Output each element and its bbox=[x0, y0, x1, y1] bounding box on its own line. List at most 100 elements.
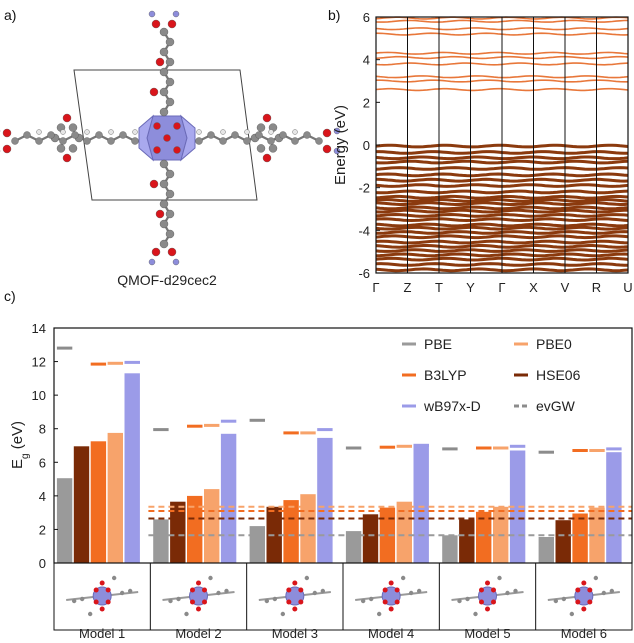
model-carbon-atom bbox=[553, 598, 559, 604]
model-oxygen-atom bbox=[575, 599, 581, 605]
carbon-atom bbox=[56, 144, 66, 153]
model-carbon-atom bbox=[505, 590, 510, 596]
legend-label: evGW bbox=[536, 398, 576, 414]
k-point-label: Γ bbox=[372, 280, 379, 295]
model-carbon-atom bbox=[601, 590, 607, 596]
model-oxygen-atom bbox=[105, 599, 111, 605]
model-carbon-atom bbox=[473, 611, 478, 617]
model-carbon-atom bbox=[304, 575, 310, 581]
bar bbox=[153, 519, 169, 563]
bar bbox=[300, 494, 316, 563]
oxygen-atom bbox=[262, 153, 272, 163]
model-carbon-atom bbox=[216, 590, 221, 596]
oxygen-atom bbox=[149, 87, 159, 97]
model-label: Model 3 bbox=[272, 626, 318, 641]
bar bbox=[249, 526, 265, 563]
band-y-tick-label: 6 bbox=[363, 10, 370, 25]
band-y-tick-label: -6 bbox=[358, 266, 370, 281]
bar-y-tick-label: 8 bbox=[39, 422, 46, 437]
oxygen-atom bbox=[149, 179, 159, 189]
carbon-atom bbox=[35, 137, 43, 145]
oxygen-atom bbox=[153, 122, 161, 130]
model-oxygen-atom bbox=[491, 599, 496, 605]
bar-y-axis-title: Eg (eV) bbox=[9, 421, 31, 469]
oxygen-atom bbox=[167, 247, 177, 257]
model-oxygen-atom bbox=[196, 580, 201, 586]
carbon-atom bbox=[159, 67, 169, 77]
model-label: Model 2 bbox=[175, 626, 221, 641]
model-oxygen-atom bbox=[587, 599, 593, 605]
legend-label: PBE bbox=[424, 336, 452, 352]
bar bbox=[56, 478, 73, 563]
oxygen-atom bbox=[2, 144, 12, 154]
carbon-atom bbox=[159, 179, 169, 189]
model-carbon-atom bbox=[320, 588, 326, 594]
bar bbox=[459, 519, 475, 563]
metal-cluster-shape bbox=[138, 114, 154, 162]
oxygen-atom bbox=[151, 247, 161, 257]
carbon-atom bbox=[291, 137, 299, 145]
oxygen-atom bbox=[163, 134, 171, 142]
model-oxygen-atom bbox=[196, 606, 201, 612]
k-point-label: Z bbox=[404, 280, 412, 295]
bar bbox=[107, 432, 123, 563]
model-structures bbox=[66, 563, 620, 630]
structure-caption: QMOF-d29cec2 bbox=[117, 272, 217, 288]
model-carbon-atom bbox=[593, 575, 599, 581]
model-oxygen-atom bbox=[388, 606, 394, 612]
model-oxygen-atom bbox=[298, 587, 304, 593]
model-carbon-atom bbox=[513, 588, 518, 594]
model-oxygen-atom bbox=[581, 580, 587, 586]
bar bbox=[170, 501, 186, 563]
model-carbon-atom bbox=[465, 596, 470, 602]
bar bbox=[283, 500, 299, 563]
model-oxygen-atom bbox=[581, 606, 587, 612]
bar-y-tick-label: 6 bbox=[39, 455, 46, 470]
model-carbon-atom bbox=[561, 596, 567, 602]
carbon-atom bbox=[268, 144, 278, 153]
k-point-label: Y bbox=[466, 280, 475, 295]
model-carbon-atom bbox=[360, 598, 366, 604]
carbon-atom bbox=[68, 144, 78, 153]
model-oxygen-atom bbox=[491, 587, 496, 593]
bar bbox=[538, 537, 554, 563]
model-oxygen-atom bbox=[292, 606, 298, 612]
model-carbon-atom bbox=[176, 596, 181, 602]
carbon-atom bbox=[165, 77, 175, 87]
panel-b-label: b) bbox=[328, 7, 340, 23]
oxygen-atom bbox=[151, 19, 161, 29]
model-oxygen-atom bbox=[485, 606, 490, 612]
carbon-atom bbox=[159, 47, 169, 57]
carbon-atom bbox=[159, 159, 169, 169]
carbon-atom bbox=[207, 131, 215, 139]
oxygen-atom bbox=[62, 113, 72, 123]
model-oxygen-atom bbox=[93, 587, 99, 593]
carbon-atom bbox=[71, 131, 79, 139]
model-carbon-atom bbox=[272, 596, 278, 602]
k-point-label: R bbox=[592, 280, 601, 295]
bar bbox=[442, 535, 458, 563]
carbon-atom bbox=[219, 137, 227, 145]
legend-label: wB97x-D bbox=[423, 398, 481, 414]
carbon-atom bbox=[47, 131, 55, 139]
carbon-atom bbox=[231, 131, 239, 139]
hydrogen-atom bbox=[84, 129, 90, 135]
model-oxygen-atom bbox=[202, 599, 207, 605]
model-carbon-atom bbox=[184, 611, 189, 617]
carbon-atom bbox=[159, 239, 169, 249]
reference-lines bbox=[148, 505, 632, 537]
bar bbox=[73, 446, 90, 563]
carbon-atom bbox=[159, 107, 169, 117]
band-y-tick-label: -4 bbox=[358, 223, 370, 238]
top-markers bbox=[56, 346, 622, 454]
band-y-tick-label: 4 bbox=[363, 53, 370, 68]
oxygen-atom bbox=[155, 209, 165, 219]
model-oxygen-atom bbox=[286, 587, 292, 593]
model-carbon-atom bbox=[168, 598, 173, 604]
model-label: Model 4 bbox=[368, 626, 414, 641]
metal-atom bbox=[333, 127, 341, 135]
model-oxygen-atom bbox=[190, 599, 195, 605]
model-oxygen-atom bbox=[479, 599, 484, 605]
oxygen-atom bbox=[62, 153, 72, 163]
k-point-label: U bbox=[623, 280, 632, 295]
